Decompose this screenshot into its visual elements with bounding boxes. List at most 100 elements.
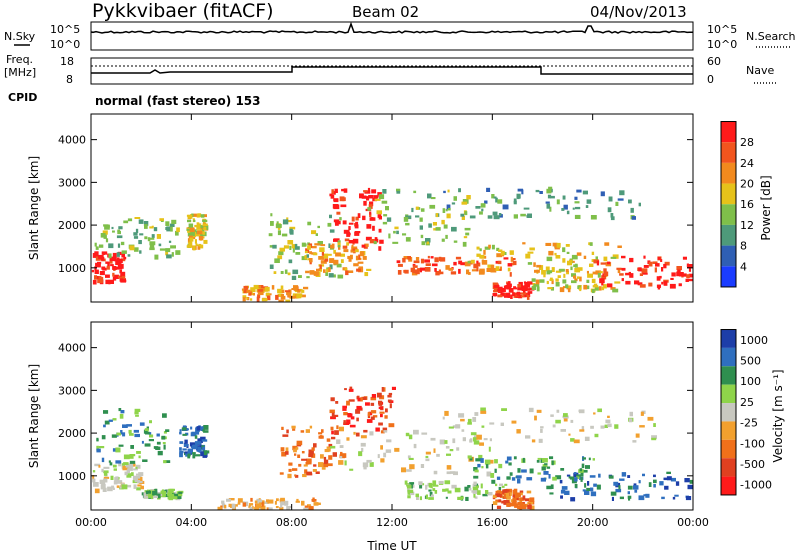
power-cell (108, 253, 112, 259)
power-cell (641, 268, 648, 273)
power-cell (375, 238, 379, 243)
power-colorbar-swatch (721, 266, 736, 287)
velocity-cell (544, 463, 548, 466)
velocity-cell (149, 420, 152, 424)
velocity-cell (526, 477, 533, 481)
velocity-cell (386, 439, 392, 443)
freq-tick-top: 18 (60, 55, 74, 68)
power-cell (301, 290, 305, 293)
velocity-cell (163, 431, 167, 434)
power-cell (198, 243, 202, 247)
velocity-cell (505, 460, 509, 464)
x-axis-label: Time UT (366, 539, 417, 553)
power-cell (565, 269, 569, 273)
velocity-cell (331, 412, 335, 418)
power-cell (95, 246, 99, 250)
power-cell (497, 268, 502, 271)
velocity-cell (467, 418, 472, 423)
velocity-cell (446, 471, 451, 475)
velocity-cell (607, 415, 610, 418)
velocity-cell (313, 464, 317, 467)
power-cell (497, 260, 502, 265)
power-cell (355, 255, 359, 261)
power-colorbar-swatch (721, 162, 736, 184)
power-cell (340, 204, 347, 208)
power-cell (396, 188, 401, 192)
velocity-cell (103, 476, 110, 479)
velocity-cell (116, 485, 120, 488)
power-cell (202, 223, 208, 226)
velocity-cell (200, 451, 204, 457)
power-cell (499, 254, 504, 257)
power-ytick-label: 3000 (58, 176, 86, 189)
power-cell (396, 190, 401, 194)
power-cell (107, 253, 110, 258)
power-cell (434, 268, 437, 272)
velocity-cell (501, 408, 507, 411)
velocity-cell (156, 441, 161, 445)
power-cell (527, 262, 533, 265)
velocity-cell (605, 419, 611, 424)
power-cell (271, 285, 275, 290)
power-cell (295, 252, 301, 255)
velocity-cell (467, 485, 471, 488)
power-cell (197, 244, 201, 250)
velocity-cell (506, 476, 511, 480)
power-cell (556, 199, 560, 205)
power-cell (559, 268, 565, 272)
power-colorbar-swatch (721, 121, 736, 143)
velocity-cell (555, 419, 561, 424)
velocity-cell (564, 490, 570, 495)
velocity-cell (413, 443, 417, 449)
power-cell (678, 283, 682, 287)
power-cell (555, 282, 560, 287)
velocity-cell (102, 487, 107, 492)
power-cell (139, 250, 142, 254)
power-cell (92, 253, 98, 258)
velocity-cell (367, 412, 371, 417)
power-cell (159, 248, 166, 251)
power-cell (97, 278, 103, 284)
velocity-cell (356, 417, 359, 422)
power-cell (165, 221, 170, 226)
velocity-cell (469, 457, 473, 461)
velocity-cell (179, 450, 184, 454)
power-cell (562, 247, 566, 253)
velocity-cell (472, 483, 476, 489)
power-cell (411, 207, 414, 213)
velocity-cell (339, 445, 344, 448)
velocity-cell (178, 491, 183, 494)
power-cell (467, 260, 471, 264)
power-cell (617, 198, 624, 201)
power-cell (473, 263, 479, 269)
velocity-cell (129, 460, 136, 464)
velocity-cell (407, 455, 411, 459)
velocity-cell (486, 492, 493, 496)
velocity-cell (420, 464, 425, 468)
nsearch-tick-bottom: 10^0 (707, 38, 737, 51)
velocity-cell (134, 408, 141, 412)
power-cell (289, 226, 296, 230)
power-cell (386, 217, 392, 222)
velocity-cell (346, 400, 350, 406)
velocity-cell (285, 447, 289, 452)
power-cell (397, 270, 402, 275)
power-cell (194, 224, 198, 228)
velocity-cell (587, 481, 590, 486)
power-cell (120, 241, 125, 246)
velocity-cell (361, 447, 364, 452)
velocity-cell (475, 485, 479, 488)
power-cell (123, 220, 129, 224)
velocity-cell (315, 471, 320, 474)
power-cell (348, 226, 351, 230)
velocity-cell (425, 451, 431, 455)
velocity-cell (549, 456, 554, 460)
power-cell (257, 289, 263, 294)
velocity-xtick-label: 08:00 (276, 516, 308, 529)
velocity-cell (189, 442, 196, 447)
power-cell (362, 215, 366, 221)
velocity-colorbar-tick: -500 (740, 458, 765, 471)
power-cell (108, 279, 114, 284)
velocity-cell (432, 488, 436, 492)
power-cell (149, 226, 154, 229)
